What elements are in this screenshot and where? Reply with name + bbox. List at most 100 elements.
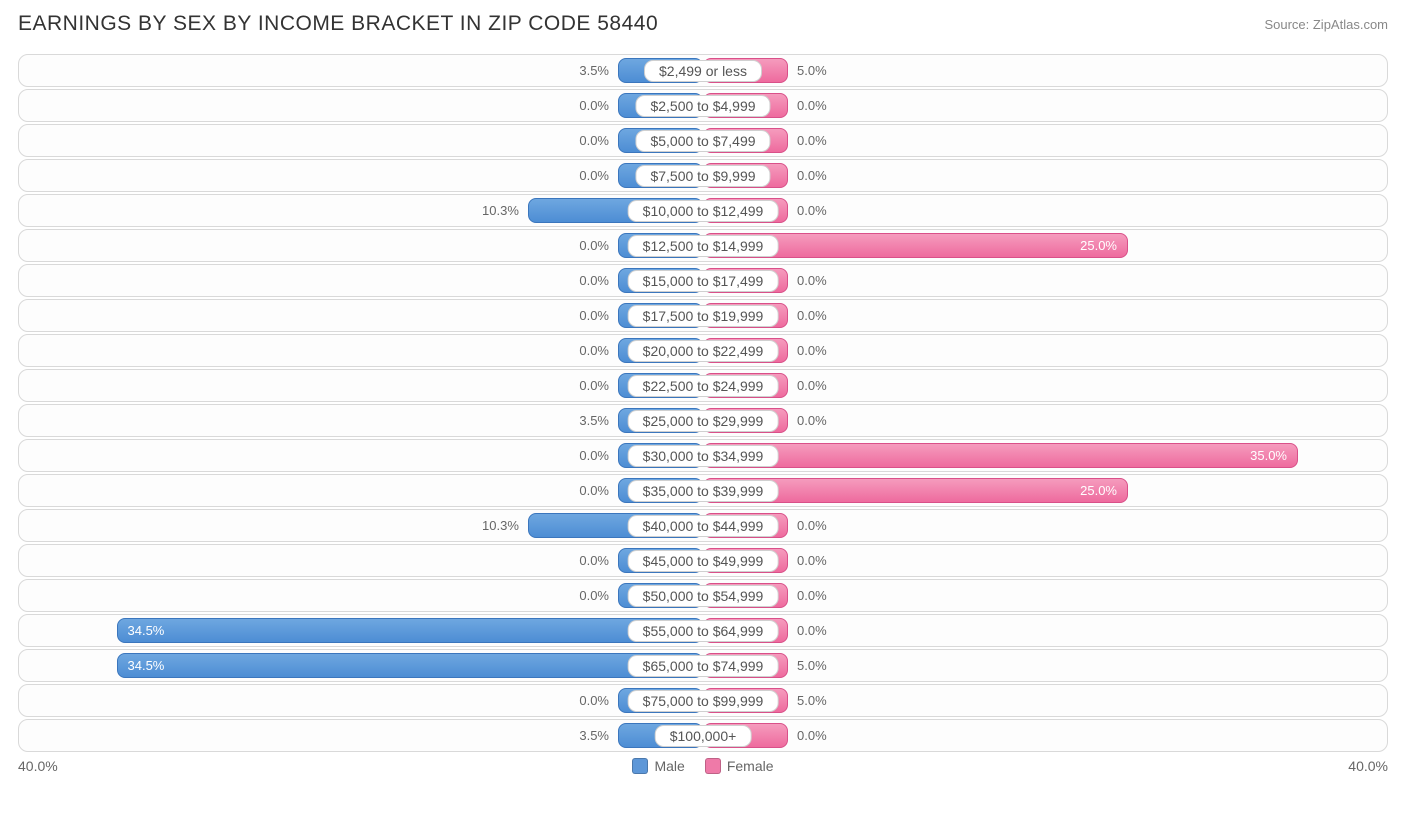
female-half: 0.0%	[703, 583, 1383, 608]
female-half: 0.0%	[703, 303, 1383, 328]
bracket-label: $5,000 to $7,499	[635, 130, 770, 152]
male-value-label: 10.3%	[482, 203, 529, 218]
female-value-label: 0.0%	[787, 343, 827, 358]
female-half: 5.0%	[703, 688, 1383, 713]
male-value-label: 0.0%	[579, 98, 619, 113]
source-attribution: Source: ZipAtlas.com	[1264, 17, 1388, 32]
axis-max-right: 40.0%	[1348, 758, 1388, 774]
female-half: 0.0%	[703, 373, 1383, 398]
female-half: 25.0%	[703, 233, 1383, 258]
chart-row: 0.0% 0.0% $5,000 to $7,499	[18, 124, 1388, 157]
chart-row: 34.5% 5.0% $65,000 to $74,999	[18, 649, 1388, 682]
bracket-label: $75,000 to $99,999	[628, 690, 779, 712]
bracket-label: $12,500 to $14,999	[628, 235, 779, 257]
chart-row: 10.3%0.0%$40,000 to $44,999	[18, 509, 1388, 542]
female-value-label: 5.0%	[787, 658, 827, 673]
bracket-label: $45,000 to $49,999	[628, 550, 779, 572]
male-half: 0.0%	[23, 163, 703, 188]
legend-item-male: Male	[632, 758, 684, 774]
female-value-label: 35.0%	[1240, 448, 1297, 463]
chart-row: 0.0% 25.0% $35,000 to $39,999	[18, 474, 1388, 507]
male-value-label: 0.0%	[579, 308, 619, 323]
chart-row: 3.5% 5.0% $2,499 or less	[18, 54, 1388, 87]
male-half: 10.3%	[23, 198, 703, 223]
legend: Male Female	[632, 758, 773, 774]
chart-row: 0.0% 5.0% $75,000 to $99,999	[18, 684, 1388, 717]
male-value-label: 0.0%	[579, 168, 619, 183]
chart-row: 0.0%0.0%$7,500 to $9,999	[18, 159, 1388, 192]
female-value-label: 25.0%	[1070, 483, 1127, 498]
female-half: 0.0%	[703, 268, 1383, 293]
male-half: 0.0%	[23, 478, 703, 503]
female-half: 5.0%	[703, 58, 1383, 83]
female-value-label: 0.0%	[787, 273, 827, 288]
male-value-label: 0.0%	[579, 273, 619, 288]
male-half: 0.0%	[23, 583, 703, 608]
male-half: 3.5%	[23, 723, 703, 748]
male-half: 0.0%	[23, 373, 703, 398]
male-value-label: 0.0%	[579, 378, 619, 393]
female-value-label: 25.0%	[1070, 238, 1127, 253]
male-value-label: 3.5%	[579, 63, 619, 78]
female-half: 0.0%	[703, 338, 1383, 363]
male-half: 0.0%	[23, 548, 703, 573]
chart-row: 3.5% 0.0% $100,000+	[18, 719, 1388, 752]
female-value-label: 0.0%	[787, 378, 827, 393]
axis-max-left: 40.0%	[18, 758, 58, 774]
female-half: 0.0%	[703, 198, 1383, 223]
legend-female-label: Female	[727, 758, 774, 774]
male-half: 0.0%	[23, 303, 703, 328]
male-half: 0.0%	[23, 233, 703, 258]
bracket-label: $22,500 to $24,999	[628, 375, 779, 397]
female-value-label: 0.0%	[787, 553, 827, 568]
female-half: 0.0%	[703, 163, 1383, 188]
header: EARNINGS BY SEX BY INCOME BRACKET IN ZIP…	[18, 12, 1388, 36]
chart-row: 0.0%35.0%$30,000 to $34,999	[18, 439, 1388, 472]
bracket-label: $20,000 to $22,499	[628, 340, 779, 362]
male-value-label: 34.5%	[118, 658, 175, 673]
chart-row: 10.3% 0.0% $10,000 to $12,499	[18, 194, 1388, 227]
female-value-label: 0.0%	[787, 728, 827, 743]
diverging-bar-chart: 3.5% 5.0% $2,499 or less 0.0% 0.0% $2,500 to …	[18, 54, 1388, 752]
female-half: 25.0%	[703, 478, 1383, 503]
bracket-label: $35,000 to $39,999	[628, 480, 779, 502]
female-half: 0.0%	[703, 723, 1383, 748]
female-value-label: 0.0%	[787, 413, 827, 428]
chart-row: 34.5% 0.0% $55,000 to $64,999	[18, 614, 1388, 647]
bracket-label: $100,000+	[655, 725, 752, 747]
chart-row: 3.5%0.0%$25,000 to $29,999	[18, 404, 1388, 437]
bracket-label: $2,500 to $4,999	[635, 95, 770, 117]
male-value-label: 0.0%	[579, 238, 619, 253]
male-half: 3.5%	[23, 58, 703, 83]
chart-row: 0.0%0.0%$20,000 to $22,499	[18, 334, 1388, 367]
female-half: 5.0%	[703, 653, 1383, 678]
female-half: 35.0%	[703, 443, 1383, 468]
male-value-label: 0.0%	[579, 448, 619, 463]
female-swatch-icon	[705, 758, 721, 774]
legend-male-label: Male	[654, 758, 684, 774]
male-value-label: 10.3%	[482, 518, 529, 533]
female-value-label: 5.0%	[787, 63, 827, 78]
female-value-label: 0.0%	[787, 623, 827, 638]
bracket-label: $65,000 to $74,999	[628, 655, 779, 677]
bracket-label: $55,000 to $64,999	[628, 620, 779, 642]
female-value-label: 5.0%	[787, 693, 827, 708]
female-value-label: 0.0%	[787, 588, 827, 603]
bracket-label: $25,000 to $29,999	[628, 410, 779, 432]
male-half: 34.5%	[23, 618, 703, 643]
male-half: 10.3%	[23, 513, 703, 538]
male-half: 0.0%	[23, 443, 703, 468]
male-value-label: 0.0%	[579, 693, 619, 708]
male-value-label: 34.5%	[118, 623, 175, 638]
male-half: 0.0%	[23, 93, 703, 118]
female-value-label: 0.0%	[787, 203, 827, 218]
female-bar: 35.0%	[703, 443, 1298, 468]
female-value-label: 0.0%	[787, 133, 827, 148]
bracket-label: $10,000 to $12,499	[628, 200, 779, 222]
legend-item-female: Female	[705, 758, 774, 774]
chart-row: 0.0%0.0%$17,500 to $19,999	[18, 299, 1388, 332]
bracket-label: $2,499 or less	[644, 60, 762, 82]
bracket-label: $15,000 to $17,499	[628, 270, 779, 292]
female-half: 0.0%	[703, 93, 1383, 118]
male-value-label: 0.0%	[579, 133, 619, 148]
